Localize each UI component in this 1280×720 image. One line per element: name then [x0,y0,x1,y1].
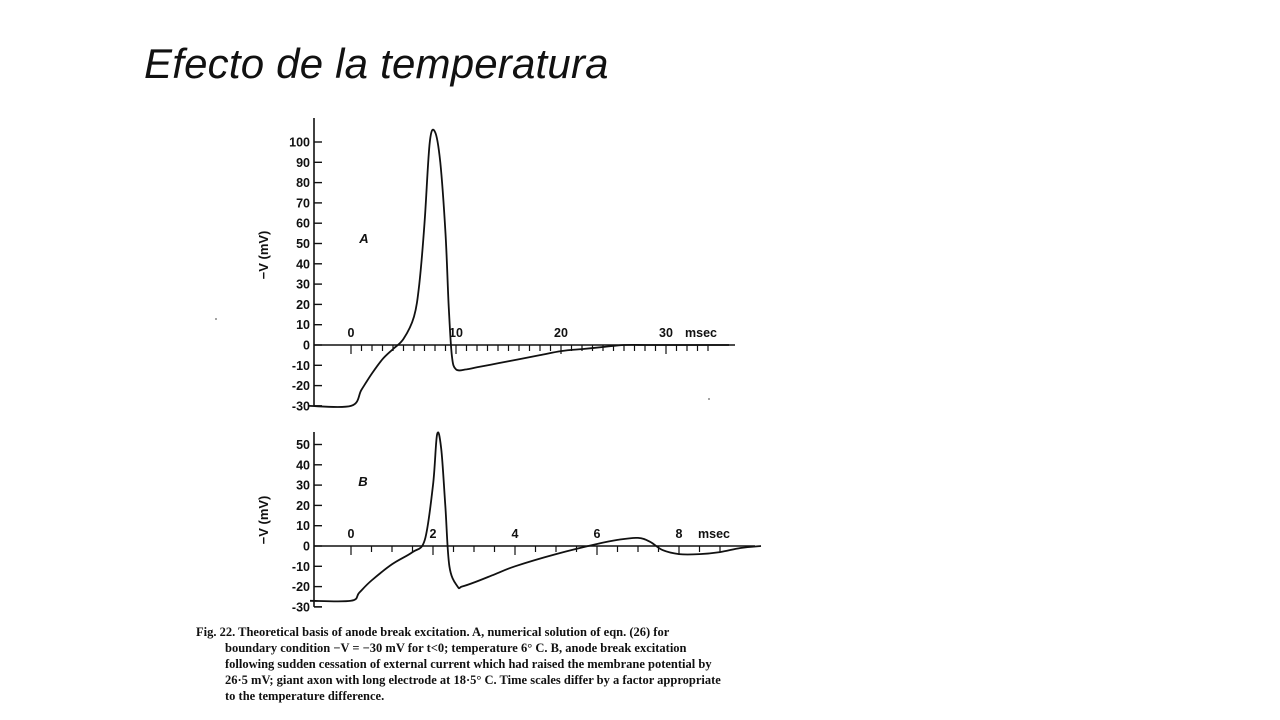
x-tick-label: 8 [676,527,683,541]
y-tick-label: 40 [296,458,310,472]
x-tick-label: 0 [348,527,355,541]
y-tick-label: 90 [296,156,310,170]
panel-label: A [358,231,368,246]
caption-line: to the temperature difference. [225,689,385,703]
scan-speck [708,398,710,400]
caption-line: 26·5 mV; giant axon with long electrode … [225,673,721,687]
series-line [309,431,762,603]
x-tick-label: 20 [554,326,568,340]
y-tick-label: 50 [296,438,310,452]
y-tick-label: -10 [292,359,310,373]
y-tick-label: 10 [296,318,310,332]
y-tick-label: 20 [296,499,310,513]
y-tick-label: 10 [296,519,310,533]
y-tick-label: 80 [296,176,310,190]
caption-line: following sudden cessation of external c… [225,657,712,671]
x-unit-label: msec [698,527,730,541]
y-axis-label: −V (mV) [256,496,271,545]
y-axis-label: −V (mV) [256,231,271,280]
x-unit-label: msec [685,326,717,340]
x-tick-label: 10 [449,326,463,340]
figure-caption: Fig. 22. Theoretical basis of anode brea… [196,624,836,704]
scan-speck [215,318,217,320]
y-tick-label: -30 [292,600,310,614]
x-tick-label: 2 [430,527,437,541]
slide-title: Efecto de la temperatura [144,40,609,87]
y-tick-label: -20 [292,580,310,594]
y-tick-label: 30 [296,479,310,493]
y-tick-label: -10 [292,560,310,574]
y-tick-label: 100 [289,136,310,150]
x-tick-label: 4 [512,527,519,541]
y-tick-label: -30 [292,399,310,413]
y-tick-label: 70 [296,196,310,210]
y-tick-label: 20 [296,298,310,312]
panel-label: B [358,474,367,489]
y-tick-label: 50 [296,237,310,251]
caption-line: Fig. 22. Theoretical basis of anode brea… [196,625,670,639]
caption-line: boundary condition −V = −30 mV for t<0; … [225,641,687,655]
y-tick-label: -20 [292,379,310,393]
y-tick-label: 60 [296,217,310,231]
panel-b-chart: -30 -20 -10 0 10 20 30 40 50 0 2 4 6 8 msec −V (mV) B [256,431,762,614]
y-tick-label: 0 [303,339,310,353]
x-tick-label: 30 [659,326,673,340]
y-tick-label: 30 [296,278,310,292]
y-tick-label: 40 [296,257,310,271]
x-tick-label: 6 [594,527,601,541]
x-tick-label: 0 [348,326,355,340]
series-line [308,128,729,408]
y-tick-label: 0 [303,540,310,554]
panel-a-chart: -30 -20 -10 0 10 20 30 40 50 60 70 80 90 100 0 10 20 30 ms… [256,118,735,413]
